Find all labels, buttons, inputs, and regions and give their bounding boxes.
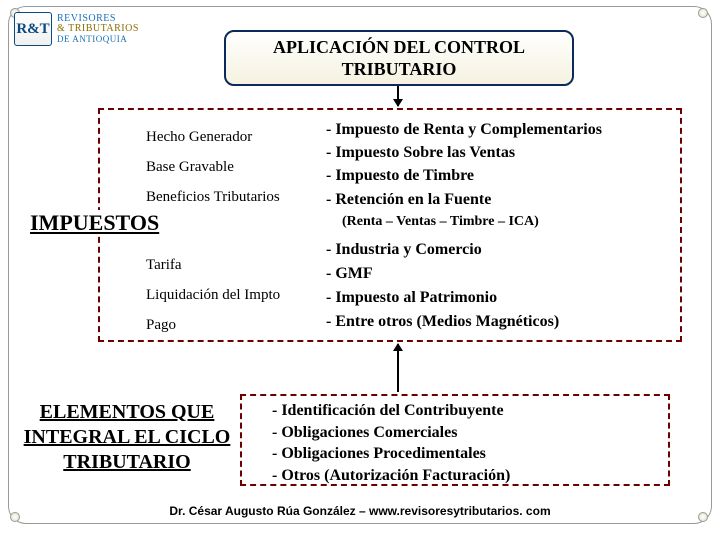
list-item: - Identificación del Contribuyente (272, 400, 652, 422)
impuestos-heading: IMPUESTOS (28, 210, 161, 236)
impuestos-right-list-2: - Industria y Comercio - GMF - Impuesto … (326, 238, 676, 334)
list-item: - Industria y Comercio (326, 238, 676, 262)
elementos-list: - Identificación del Contribuyente - Obl… (272, 400, 652, 486)
list-item: - Impuesto Sobre las Ventas (326, 141, 676, 164)
list-item: - Obligaciones Procedimentales (272, 443, 652, 465)
list-item: - Obligaciones Comerciales (272, 422, 652, 444)
list-item: Liquidación del Impto (146, 280, 326, 310)
impuestos-note: (Renta – Ventas – Timbre – ICA) (342, 214, 539, 230)
logo-text: REVISORES & TRIBUTARIOS DE ANTIOQUIA (57, 14, 139, 44)
impuestos-left-col-b: Tarifa Liquidación del Impto Pago (146, 250, 326, 340)
title-box: APLICACIÓN DEL CONTROL TRIBUTARIO (224, 30, 574, 86)
list-item: - Otros (Autorización Facturación) (272, 465, 652, 487)
footer-credit: Dr. César Augusto Rúa González – www.rev… (0, 504, 720, 518)
list-item: - Impuesto al Patrimonio (326, 286, 676, 310)
impuestos-right-list-1: - Impuesto de Renta y Complementarios - … (326, 118, 676, 211)
corner-dot-icon (698, 8, 708, 18)
impuestos-left-col-a: Hecho Generador Base Gravable Beneficios… (146, 122, 316, 212)
logo: R&T REVISORES & TRIBUTARIOS DE ANTIOQUIA (14, 10, 154, 48)
elementos-heading: ELEMENTOS QUE INTEGRAL EL CICLO TRIBUTAR… (14, 400, 240, 475)
slide-title: APLICACIÓN DEL CONTROL TRIBUTARIO (226, 36, 572, 81)
list-item: Pago (146, 310, 326, 340)
list-item: - Impuesto de Timbre (326, 164, 676, 187)
list-item: Hecho Generador (146, 122, 316, 152)
list-item: - GMF (326, 262, 676, 286)
list-item: Beneficios Tributarios (146, 182, 316, 212)
list-item: Base Gravable (146, 152, 316, 182)
list-item: - Entre otros (Medios Magnéticos) (326, 310, 676, 334)
list-item: Tarifa (146, 250, 326, 280)
arrow-down-icon (397, 86, 399, 106)
list-item: - Impuesto de Renta y Complementarios (326, 118, 676, 141)
arrow-up-icon (397, 344, 399, 392)
logo-line3: DE ANTIOQUIA (57, 35, 139, 44)
list-item: - Retención en la Fuente (326, 188, 676, 211)
logo-mark-icon: R&T (14, 12, 52, 46)
